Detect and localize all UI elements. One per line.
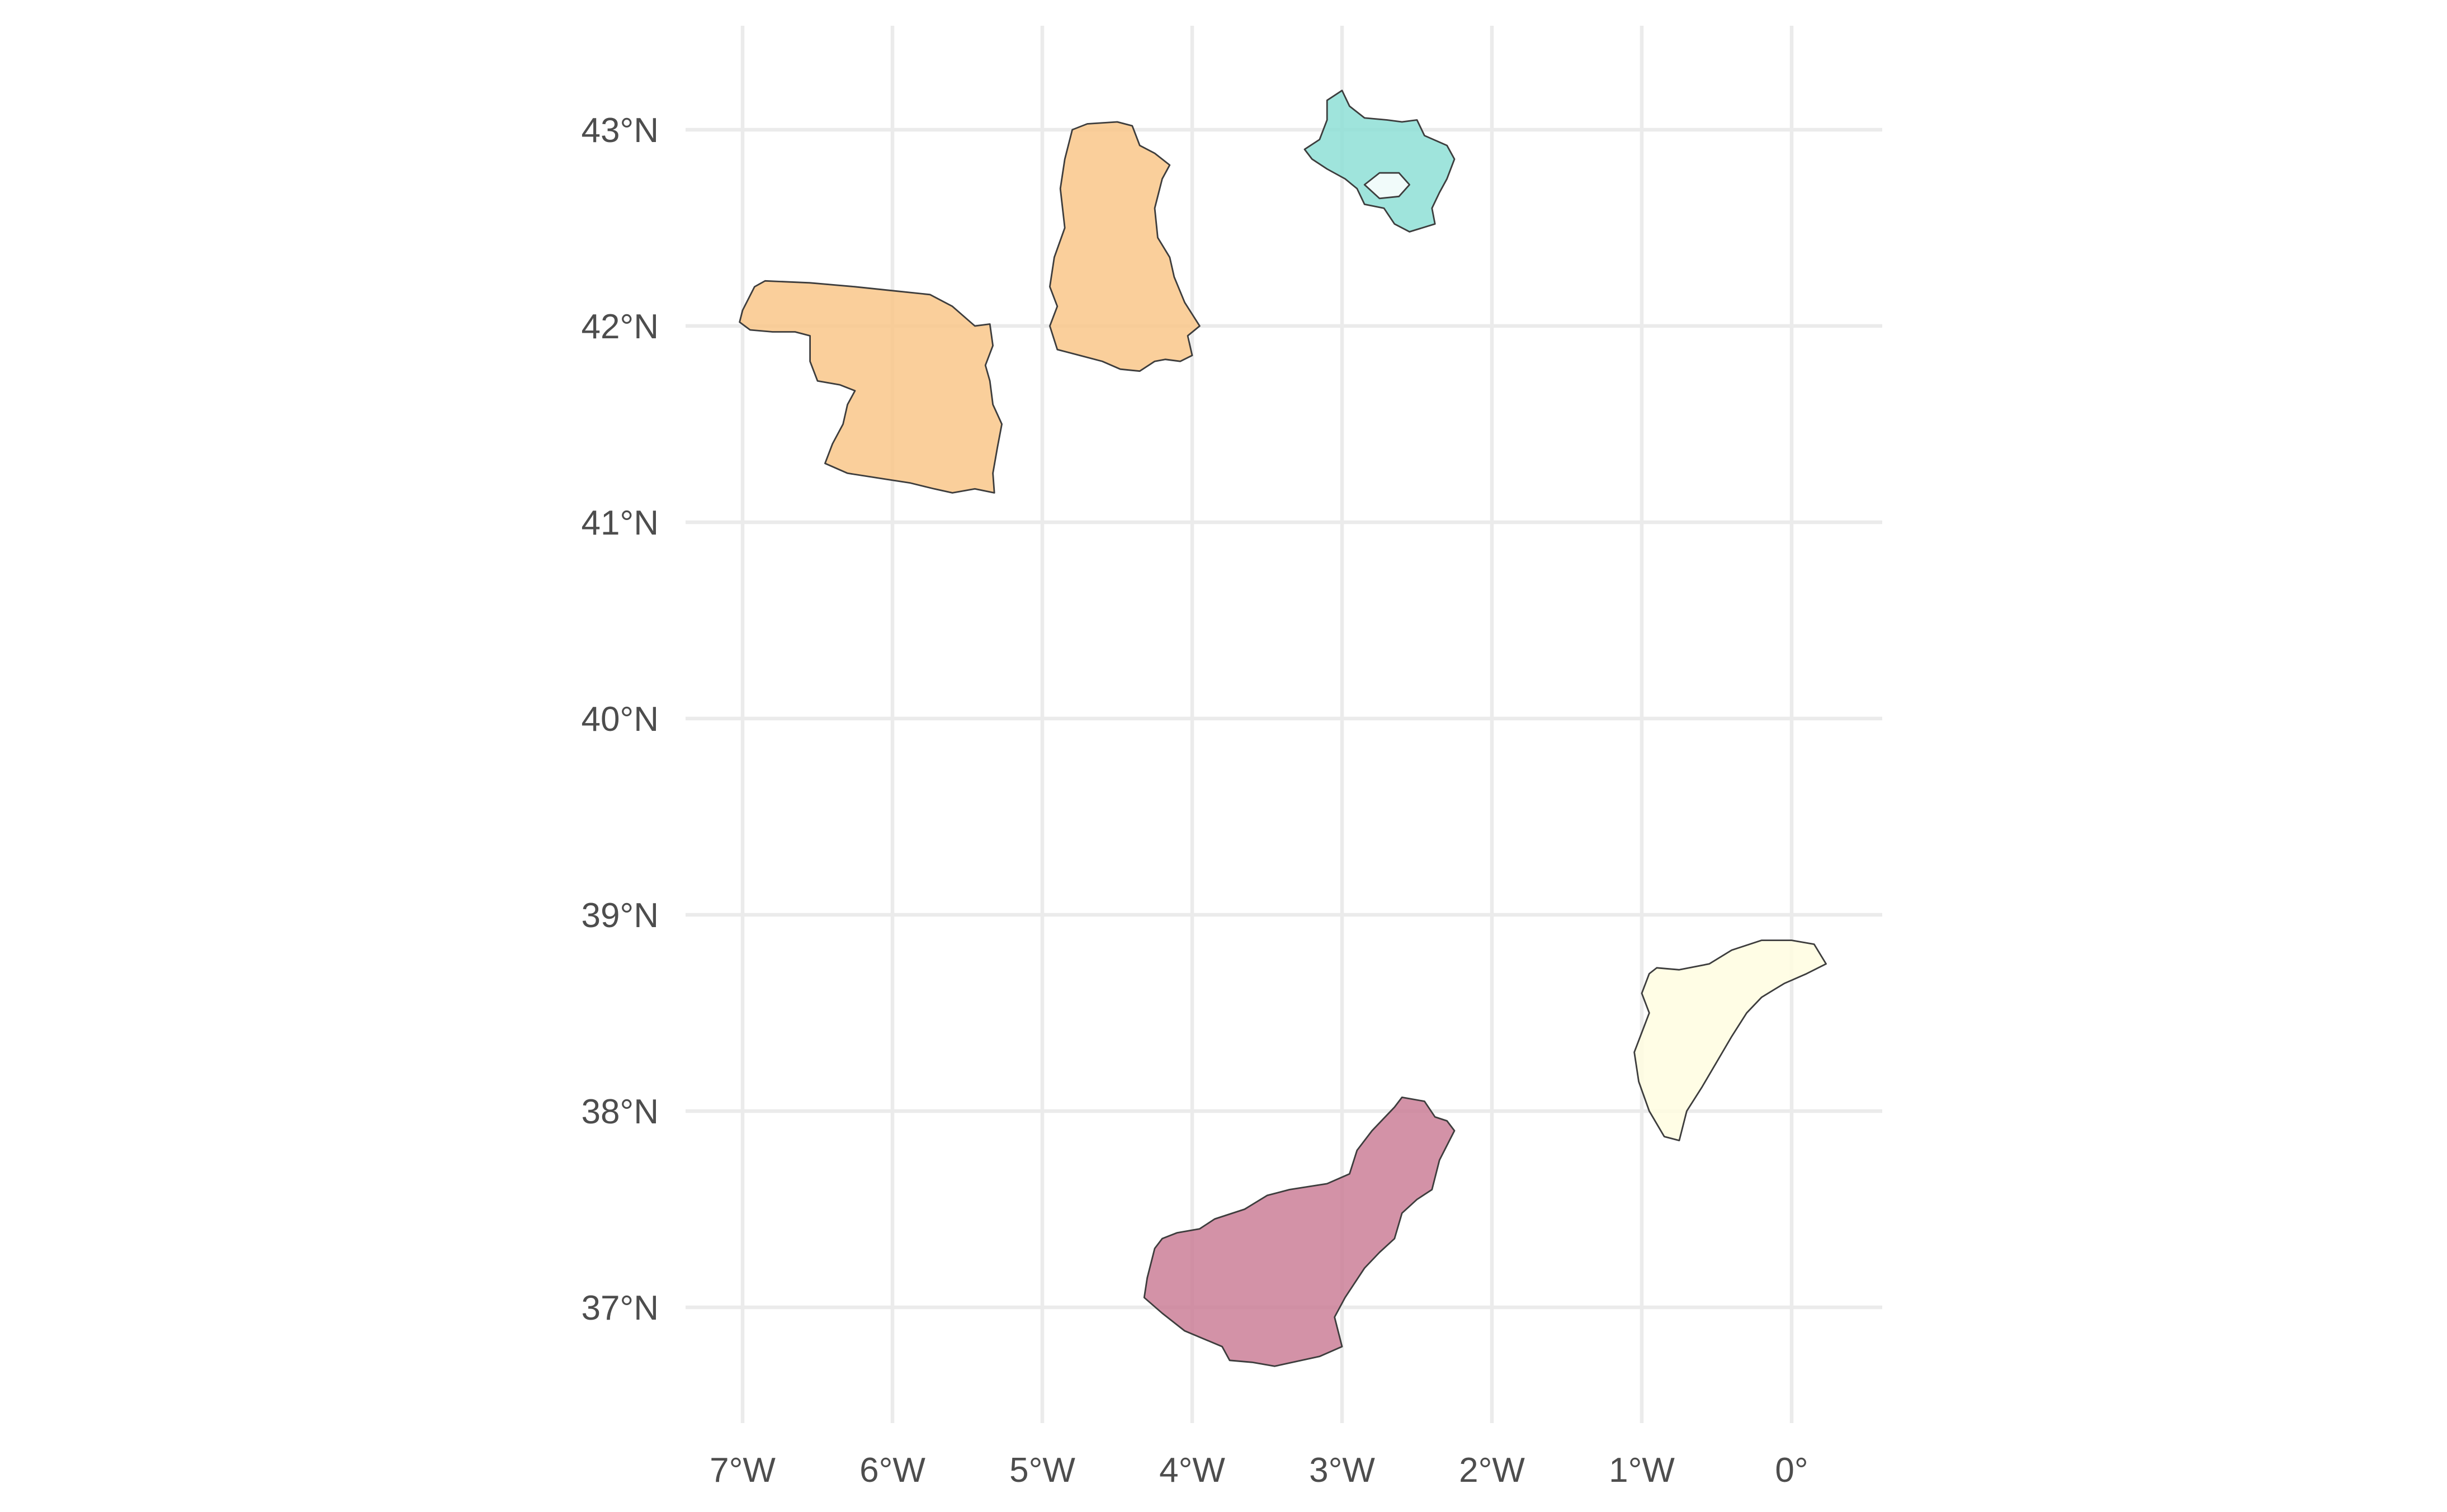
region-northeast-enclave — [1363, 172, 1410, 200]
y-tick-label: 38°N — [581, 1093, 659, 1131]
y-tick-label: 41°N — [581, 504, 659, 542]
x-tick-label: 2°W — [1459, 1451, 1525, 1490]
x-tick-label: 3°W — [1309, 1451, 1375, 1490]
region-south — [1143, 1097, 1456, 1367]
region-northeast — [1303, 89, 1456, 233]
y-tick-label: 40°N — [581, 700, 659, 739]
x-axis-labels: 7°W 6°W 5°W 4°W 3°W 2°W 1°W 0° — [710, 1451, 1808, 1490]
region-layer — [739, 89, 1827, 1367]
y-tick-label: 43°N — [581, 111, 659, 150]
grid-layer — [686, 26, 1882, 1423]
region-west — [739, 280, 1003, 494]
x-tick-label: 4°W — [1159, 1451, 1225, 1490]
x-tick-label: 1°W — [1609, 1451, 1675, 1490]
x-tick-label: 5°W — [1009, 1451, 1075, 1490]
y-tick-label: 37°N — [581, 1289, 659, 1327]
region-east — [1633, 939, 1827, 1141]
y-tick-label: 39°N — [581, 896, 659, 935]
y-axis-labels: 37°N 38°N 39°N 40°N 41°N 42°N 43°N — [581, 111, 659, 1327]
y-tick-label: 42°N — [581, 308, 659, 346]
region-north-central — [1049, 121, 1201, 372]
x-tick-label: 7°W — [710, 1451, 776, 1490]
x-tick-label: 0° — [1775, 1451, 1808, 1490]
x-tick-label: 6°W — [859, 1451, 925, 1490]
